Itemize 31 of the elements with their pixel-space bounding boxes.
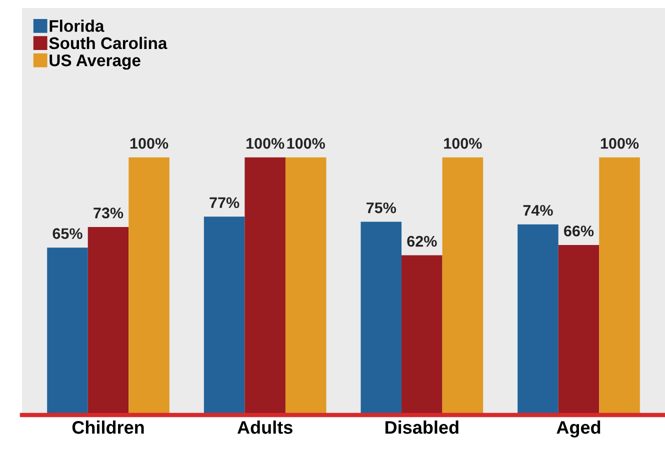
bar — [244, 157, 286, 415]
data-label: 62% — [407, 236, 437, 247]
data-label: 75% — [366, 202, 396, 214]
bar — [47, 248, 88, 415]
bar — [558, 244, 600, 415]
bar — [599, 157, 640, 415]
legend-label: US Average — [50, 54, 140, 70]
data-label: 100% — [246, 138, 284, 149]
data-label: 65% — [52, 228, 82, 239]
legend-label: Florida — [50, 20, 104, 32]
data-label: 73% — [94, 208, 124, 218]
bar — [285, 157, 326, 415]
data-label: 100% — [444, 138, 482, 149]
bar — [518, 224, 558, 415]
bar — [128, 157, 170, 415]
bar — [88, 226, 129, 415]
data-label: 100% — [600, 138, 639, 149]
x-tick-label: Children — [72, 420, 144, 434]
data-label: 77% — [210, 197, 240, 208]
x-tick-label: Adults — [237, 420, 292, 434]
x-tick-label: Aged — [556, 420, 600, 438]
data-label: 66% — [564, 226, 594, 236]
bar — [204, 216, 245, 415]
x-tick-label: Disabled — [385, 420, 458, 434]
data-label: 100% — [287, 138, 325, 149]
data-label: 100% — [130, 138, 168, 149]
data-label: 74% — [523, 205, 553, 216]
legend-label: South Carolina — [49, 36, 168, 50]
bar — [360, 222, 402, 415]
bar — [442, 157, 484, 415]
bar — [402, 255, 442, 415]
